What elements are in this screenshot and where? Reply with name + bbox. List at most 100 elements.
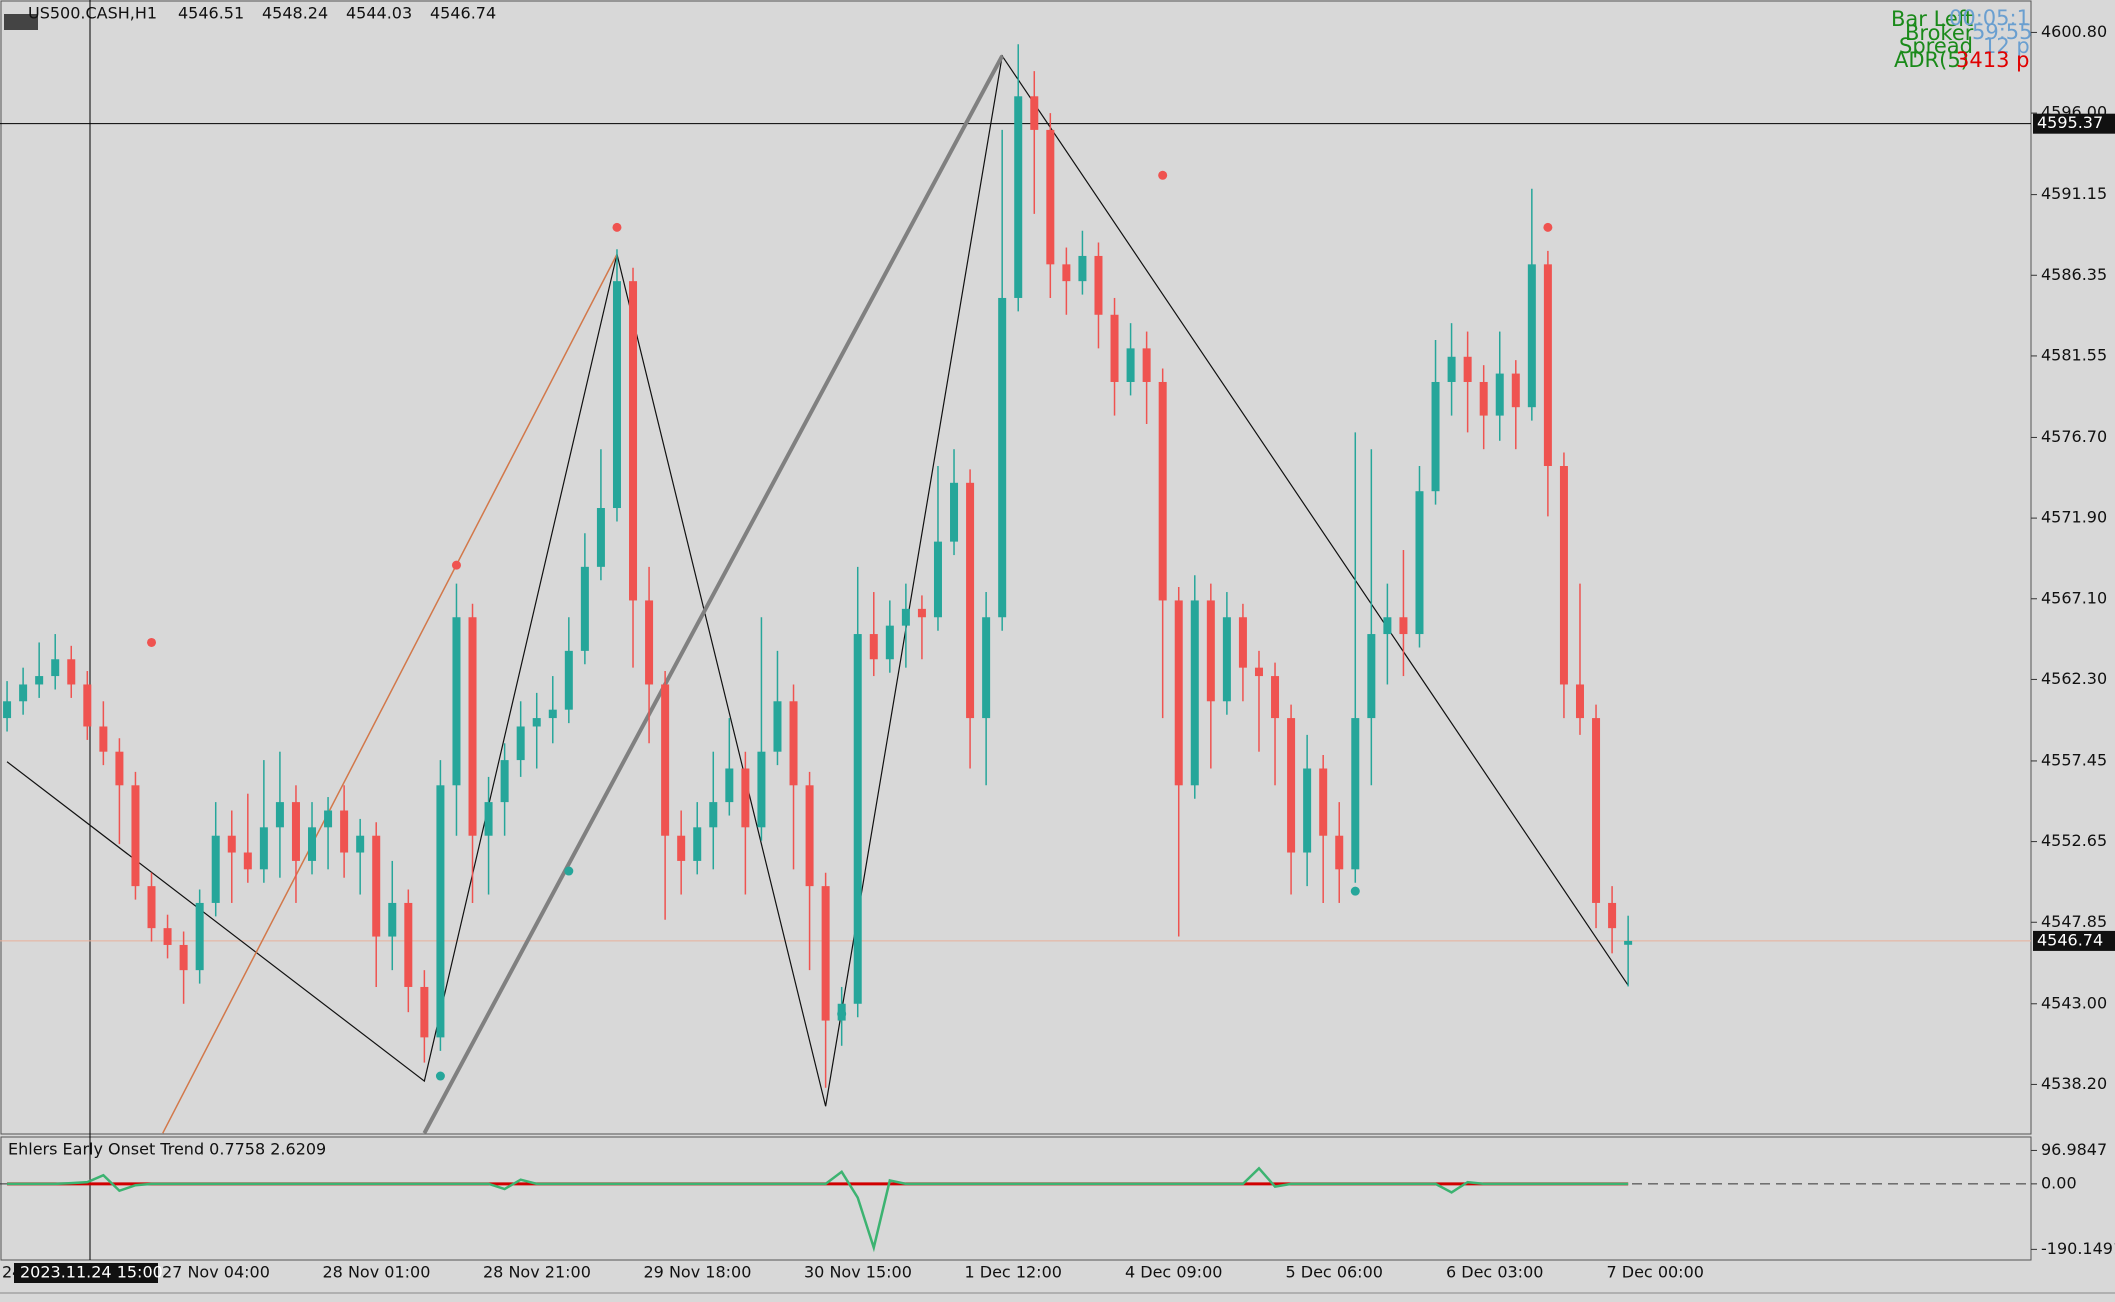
info-label: Bar Left (1891, 7, 1973, 31)
y-tick-label: 4538.20 (2041, 1074, 2107, 1093)
candle-body (340, 810, 349, 853)
candle-body (1078, 255, 1087, 282)
trend-line (6, 54, 1629, 1107)
header-price: 4548.24 (262, 4, 328, 23)
x-tick-label: 30 Nov 15:00 (804, 1263, 912, 1282)
candle-body (677, 835, 686, 861)
main-pane-frame (0, 0, 2032, 1135)
candle-body (1014, 96, 1023, 298)
header-price: 4544.03 (346, 4, 412, 23)
menu-icon[interactable] (4, 14, 38, 30)
candle-body (83, 684, 92, 727)
candle-body (564, 650, 573, 710)
candle-body (1303, 768, 1312, 853)
y-tick-label: -190.1491 (2041, 1239, 2115, 1258)
price-tag (2033, 930, 2115, 951)
candle-body (500, 760, 509, 803)
indicator-line (7, 1166, 1629, 1253)
candle-body (917, 608, 926, 618)
candle-body (227, 835, 236, 853)
candle-body (147, 886, 156, 929)
candle-body (532, 718, 541, 727)
x-tick-label: 29 Nov 18:00 (644, 1263, 752, 1282)
candle-body (1527, 264, 1536, 408)
candle-body (179, 944, 188, 971)
candle-body (1158, 381, 1167, 601)
candle-body (516, 726, 525, 761)
candle-body (484, 802, 493, 836)
candle-body (950, 482, 959, 542)
candle-body (805, 785, 814, 887)
y-tick-label: 4576.70 (2041, 427, 2107, 446)
signal-dot (564, 866, 574, 876)
y-tick-label: 4562.30 (2041, 669, 2107, 688)
candle-body (115, 751, 124, 786)
candle-body (821, 886, 830, 1021)
candle-body (1238, 617, 1247, 668)
trend-line (162, 253, 618, 1134)
signal-dot (612, 222, 622, 232)
x-tick-label: 28 Nov 01:00 (323, 1263, 431, 1282)
candle-body (19, 684, 28, 702)
info-value: 59:55 (1972, 20, 2033, 44)
x-tick-label: 4 Dec 09:00 (1125, 1263, 1222, 1282)
candle-body (612, 281, 621, 509)
candle-body (1271, 676, 1280, 719)
signal-dot (1158, 170, 1168, 180)
candle-body (1030, 96, 1039, 130)
candle-body (420, 986, 429, 1038)
signal-dot (1543, 222, 1553, 232)
x-tick-label: 5 Dec 06:00 (1286, 1263, 1383, 1282)
y-tick-label: 4547.85 (2041, 912, 2107, 931)
candle-body (356, 835, 365, 853)
candle-body (1463, 356, 1472, 382)
candle-body (982, 617, 991, 719)
candle-body (853, 634, 862, 1004)
candle-body (741, 768, 750, 828)
candle-body (195, 902, 204, 971)
price-tag (2033, 113, 2115, 134)
y-tick-label: 4571.90 (2041, 508, 2107, 527)
candle-body (661, 684, 670, 836)
candle-body (308, 827, 317, 861)
candle-body (51, 659, 60, 677)
candle-body (1190, 600, 1199, 786)
info-label: Broker (1905, 21, 1974, 45)
trend-line (422, 55, 1004, 1135)
y-tick-label: 4586.35 (2041, 265, 2107, 284)
crosshair-time-label: 2023.11.24 15:00 (20, 1263, 163, 1282)
candle-body (693, 827, 702, 861)
signal-dot (435, 1071, 445, 1081)
candle-body (596, 508, 605, 567)
candle-body (1222, 617, 1231, 702)
candle-body (163, 928, 172, 945)
candle-body (372, 835, 381, 937)
y-tick-label: 0.00 (2041, 1173, 2077, 1192)
y-tick-label: 4567.10 (2041, 588, 2107, 607)
candle-body (1624, 940, 1633, 945)
x-tick-label: 1 Dec 12:00 (965, 1263, 1062, 1282)
signal-dot (837, 1009, 847, 1019)
candle-body (773, 701, 782, 752)
candle-body (548, 709, 557, 719)
candle-body (291, 802, 300, 861)
candle-body (1479, 381, 1488, 416)
candle-body (901, 608, 910, 626)
signal-dot (451, 560, 461, 570)
candle-body (629, 281, 638, 601)
candle-body (1142, 348, 1151, 382)
candle-body (1592, 718, 1601, 903)
candle-body (580, 566, 589, 651)
y-tick-label: 96.9847 (2041, 1140, 2107, 1159)
candle-body (869, 634, 878, 660)
candle-body (388, 902, 397, 937)
candle-body (1046, 129, 1055, 265)
candle-body (933, 541, 942, 618)
candle-body (1511, 373, 1520, 408)
candle-body (1431, 381, 1440, 492)
y-tick-label: 4552.65 (2041, 831, 2107, 850)
header-price: 4546.51 (178, 4, 244, 23)
header-price: 4546.74 (430, 4, 496, 23)
candle-body (1287, 718, 1296, 853)
